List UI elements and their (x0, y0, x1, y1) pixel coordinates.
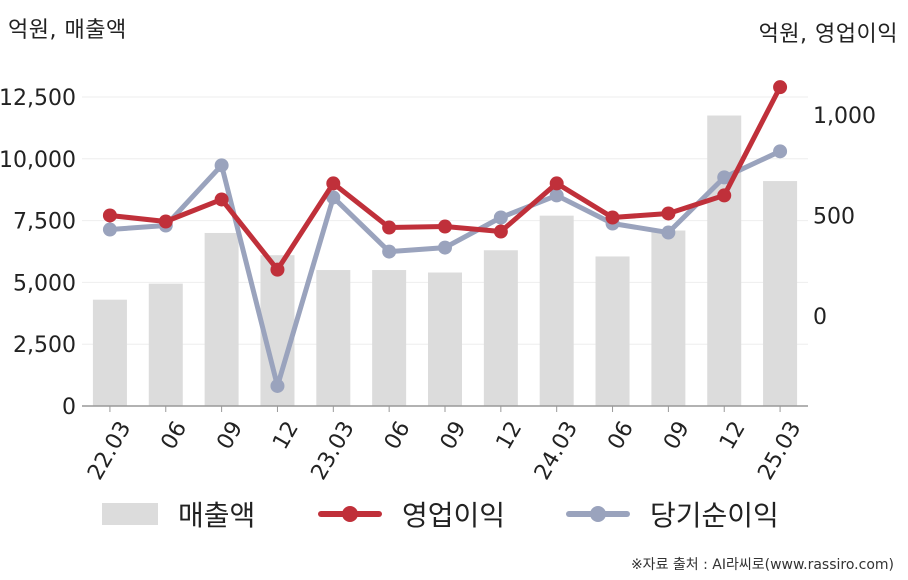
net-income-point (493, 210, 508, 225)
legend-swatch-net-income (566, 503, 630, 525)
x-tick-label: 06 (603, 417, 639, 454)
x-tick-label: 09 (436, 417, 472, 454)
legend-item-operating-profit: 영업이익 (318, 492, 505, 536)
left-tick-label: 7,500 (13, 210, 76, 235)
bar (428, 272, 462, 406)
right-axis-unit: 억원, 영업이익 (758, 22, 898, 47)
operating-profit-point (661, 206, 676, 221)
bar (595, 256, 630, 406)
x-tick-label: 23.03 (307, 417, 360, 484)
x-tick-label: 25.03 (753, 417, 806, 484)
operating-profit-point (549, 176, 564, 191)
net-income-point (102, 222, 117, 237)
bar (651, 230, 686, 406)
bar (204, 232, 239, 406)
operating-profit-point (493, 224, 508, 239)
net-income-point (549, 188, 564, 203)
x-tick-label: 24.03 (530, 417, 583, 484)
legend-item-net-income: 당기순이익 (566, 492, 779, 536)
left-axis-unit: 억원, 매출액 (8, 18, 127, 43)
bar (316, 270, 351, 406)
net-income-point (661, 225, 676, 240)
x-tick-label: 12 (492, 417, 528, 454)
net-income-point (717, 170, 732, 185)
operating-profit-point (773, 80, 788, 95)
net-income-point (326, 190, 341, 205)
right-tick-label: 1,000 (813, 104, 876, 129)
legend-swatch-operating-profit (318, 503, 382, 525)
operating-profit-point (270, 262, 285, 277)
x-tick-label: 12 (268, 417, 304, 454)
legend: 매출액 영업이익 당기순이익 (0, 492, 908, 536)
left-tick-label: 12,500 (0, 86, 76, 111)
x-tick-label: 06 (380, 417, 416, 454)
left-tick-label: 0 (62, 395, 76, 420)
net-income-point (214, 158, 229, 173)
right-tick-label: 500 (813, 204, 855, 229)
legend-label-operating-profit: 영업이익 (402, 499, 506, 532)
operating-profit-point (717, 188, 732, 203)
x-tick-label: 06 (157, 417, 193, 454)
operating-profit-point (326, 176, 341, 191)
x-tick-label: 09 (212, 417, 248, 454)
bar (483, 250, 518, 406)
net-income-point (773, 144, 788, 159)
operating-profit-point (158, 214, 173, 229)
net-income-point (438, 240, 452, 255)
left-tick-label: 5,000 (13, 271, 76, 296)
x-tick-label: 09 (659, 417, 695, 454)
left-tick-label: 10,000 (0, 148, 76, 173)
bar (539, 215, 574, 406)
source-note: ※자료 출처 : AI라씨로(www.rassiro.com) (630, 557, 894, 573)
operating-profit-point (382, 220, 397, 235)
left-tick-label: 2,500 (13, 333, 76, 358)
bar (763, 181, 798, 406)
bar (707, 115, 742, 406)
net-income-point (270, 378, 285, 393)
bar (372, 270, 407, 406)
operating-profit-point (438, 219, 452, 234)
legend-swatch-revenue (102, 503, 158, 525)
x-tick-label: 12 (715, 417, 751, 454)
legend-item-revenue: 매출액 (102, 492, 255, 536)
operating-profit-point (214, 192, 229, 207)
operating-profit-point (102, 208, 117, 223)
bar (92, 299, 127, 406)
legend-label-revenue: 매출액 (178, 499, 256, 532)
net-income-point (382, 244, 397, 259)
right-tick-label: 0 (813, 305, 827, 330)
x-tick-label: 22.03 (83, 417, 136, 484)
bar (148, 283, 183, 406)
legend-label-net-income: 당기순이익 (650, 499, 779, 532)
operating-profit-point (605, 210, 620, 225)
